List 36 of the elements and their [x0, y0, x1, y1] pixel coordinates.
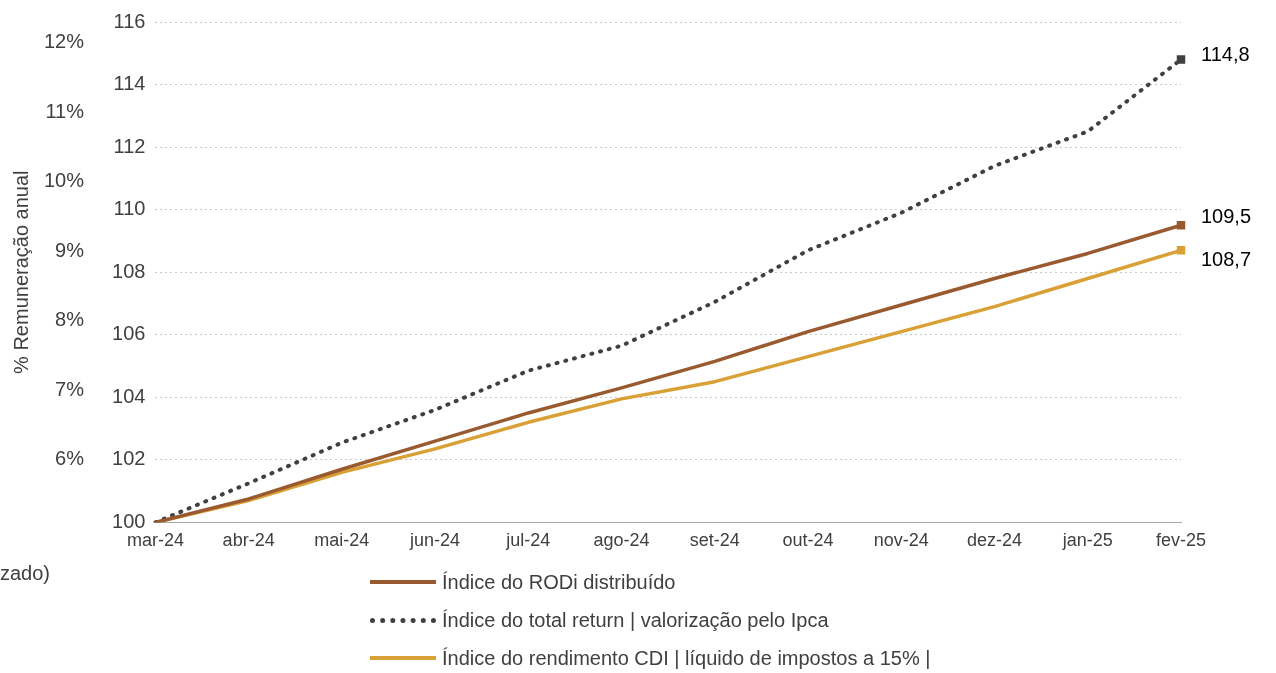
- text: zado): [0, 562, 51, 585]
- x-tick-label: jan-25: [1061, 530, 1113, 551]
- x-tick-label: dez-24: [967, 530, 1023, 551]
- y-tick-label: 116: [113, 9, 146, 32]
- y-tick-label: 104: [112, 384, 146, 407]
- legend-label: Índice do rendimento CDI | líquido de impostos a 15% |: [442, 646, 931, 670]
- x-tick-label: out-24: [782, 530, 834, 551]
- y2-tick-label: 8%: [55, 308, 85, 331]
- x-tick-label: mar-24: [126, 530, 184, 551]
- y-tick-label: 100: [112, 509, 146, 532]
- y-tick-label: 106: [112, 322, 146, 345]
- y2-tick-label: 12%: [44, 30, 85, 53]
- y-tick-label: 112: [113, 134, 146, 157]
- data-label: 109,5: [1201, 204, 1252, 227]
- y-tick-label: 110: [113, 197, 146, 220]
- x-tick-label: mai-24: [314, 530, 370, 551]
- y2-tick-label: 10%: [44, 169, 85, 192]
- data-label: 108,7: [1201, 247, 1252, 270]
- x-tick-label: jul-24: [505, 530, 551, 551]
- legend-label: Índice do total return | valorização pelo Ipca: [442, 608, 829, 632]
- x-tick-label: ago-24: [593, 530, 650, 551]
- y2-tick-label: 7%: [55, 377, 85, 400]
- x-tick-label: jun-24: [409, 530, 461, 551]
- x-tick-label: set-24: [689, 530, 740, 551]
- x-tick-label: nov-24: [873, 530, 929, 551]
- legend-label: Índice do RODi distribuído: [442, 570, 676, 594]
- x-tick-label: fev-25: [1155, 530, 1207, 551]
- y-tick-label: 102: [112, 447, 146, 470]
- y-tick-label: 114: [113, 72, 146, 95]
- y2-tick-label: 9%: [55, 238, 85, 261]
- data-label: 114,8: [1201, 43, 1250, 66]
- y2-tick-label: 11%: [45, 99, 85, 122]
- y2-tick-label: 6%: [55, 447, 85, 470]
- x-tick-label: abr-24: [222, 530, 275, 551]
- y2-axis-title: % Remuneração anual: [9, 170, 32, 374]
- y-tick-label: 108: [112, 259, 146, 282]
